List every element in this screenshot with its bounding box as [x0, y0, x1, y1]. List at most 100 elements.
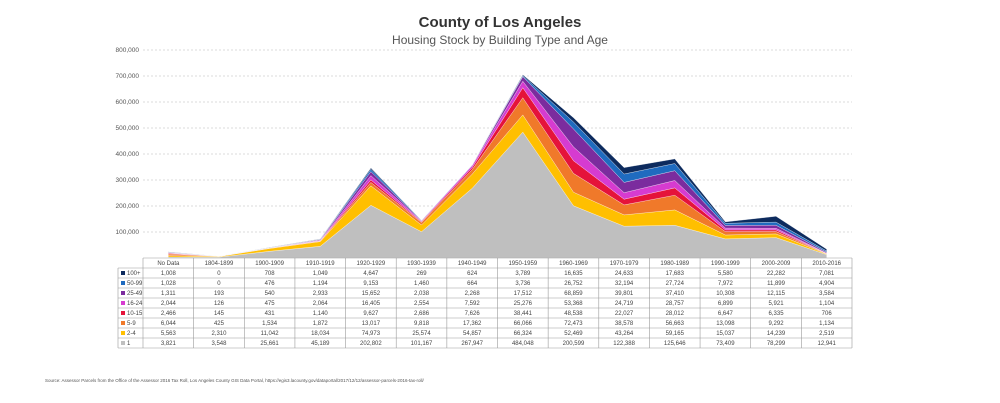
table-cell: 2,686: [414, 311, 430, 317]
table-cell: 664: [467, 281, 478, 287]
legend-swatch: [121, 311, 125, 315]
table-header-cell: 1940-1949: [458, 261, 487, 267]
table-cell: 2,519: [819, 331, 835, 337]
table-cell: 27,724: [666, 281, 685, 287]
legend-swatch: [121, 341, 125, 345]
table-header-cell: 1920-1929: [357, 261, 386, 267]
table-cell: 53,368: [564, 301, 583, 307]
table-cell: 38,578: [615, 321, 634, 327]
table-cell: 200,599: [563, 341, 585, 347]
table-cell: 3,736: [515, 281, 531, 287]
y-tick-label: 100,000: [116, 229, 140, 236]
legend-label: 50-99: [127, 281, 143, 287]
table-cell: 28,757: [666, 301, 685, 307]
table-cell: 2,310: [211, 331, 227, 337]
chart-subtitle: Housing Stock by Building Type and Age: [392, 33, 608, 47]
table-cell: 0: [217, 271, 221, 277]
table-header-cell: 2010-2016: [812, 261, 841, 267]
table-cell: 6,647: [718, 311, 734, 317]
legend-label: 5-9: [127, 321, 136, 327]
table-cell: 540: [265, 291, 276, 297]
table-cell: 1,049: [313, 271, 329, 277]
table-cell: 7,592: [465, 301, 481, 307]
y-tick-label: 200,000: [116, 203, 140, 210]
table-cell: 3,821: [161, 341, 177, 347]
table-cell: 431: [265, 311, 276, 317]
table-cell: 18,034: [311, 331, 330, 337]
table-header-cell: 1970-1979: [610, 261, 639, 267]
table-cell: 54,857: [463, 331, 482, 337]
table-cell: 5,563: [161, 331, 177, 337]
table-cell: 32,194: [615, 281, 634, 287]
table-cell: 6,044: [161, 321, 177, 327]
table-cell: 74,973: [362, 331, 381, 337]
data-table: No Data 1804-1899 1900-1909 1910-1919 1920-1…: [117, 257, 853, 349]
table-cell: 14,239: [767, 331, 786, 337]
table-cell: 476: [265, 281, 276, 287]
table-cell: 126: [214, 301, 225, 307]
table-cell: 3,789: [515, 271, 531, 277]
table-cell: 7,972: [718, 281, 734, 287]
table-header-cell: 1930-1939: [407, 261, 436, 267]
table-cell: 1,140: [313, 311, 329, 317]
chart-title: County of Los Angeles: [418, 14, 582, 31]
table-cell: 16,635: [564, 271, 583, 277]
table-cell: 17,362: [463, 321, 482, 327]
legend-label: 10-15: [127, 311, 143, 317]
legend-label: 1: [127, 341, 131, 347]
table-cell: 122,388: [613, 341, 635, 347]
table-header-cell: 1910-1919: [306, 261, 335, 267]
table-cell: 25,276: [514, 301, 533, 307]
y-tick-label: 700,000: [116, 73, 140, 80]
table-cell: 52,469: [564, 331, 583, 337]
table-cell: 16,405: [362, 301, 381, 307]
table-cell: 1,028: [161, 281, 177, 287]
table-cell: 6,899: [718, 301, 734, 307]
table-cell: 48,538: [564, 311, 583, 317]
y-tick-label: 500,000: [116, 125, 140, 132]
table-cell: 28,012: [666, 311, 685, 317]
table-cell: 708: [265, 271, 276, 277]
legend-label: 16-24: [127, 301, 143, 307]
table-cell: 2,933: [313, 291, 329, 297]
legend-label: 100+: [127, 271, 141, 277]
table-cell: 1,460: [414, 281, 430, 287]
table-cell: 66,066: [514, 321, 533, 327]
table-cell: 2,064: [313, 301, 329, 307]
legend-swatch: [121, 271, 125, 275]
table-cell: 22,282: [767, 271, 786, 277]
table-cell: 9,627: [363, 311, 379, 317]
table-cell: 59,165: [666, 331, 685, 337]
table-cell: 12,941: [817, 341, 836, 347]
table-cell: 6,335: [769, 311, 785, 317]
table-cell: 1,534: [262, 321, 278, 327]
table-cell: 1,134: [819, 321, 835, 327]
table-cell: 15,652: [362, 291, 381, 297]
table-cell: 10,308: [716, 291, 735, 297]
table-cell: 7,626: [465, 311, 481, 317]
y-axis-ticks: 800,000 700,000 600,000 500,000 400,000 300,0…: [116, 47, 140, 236]
table-cell: 2,044: [161, 301, 177, 307]
table-cell: 66,324: [514, 331, 533, 337]
table-cell: 56,663: [666, 321, 685, 327]
table-cell: 15,037: [716, 331, 735, 337]
table-cell: 1,008: [161, 271, 177, 277]
table-cell: 37,410: [666, 291, 685, 297]
table-cell: 3,584: [819, 291, 835, 297]
table-cell: 2,466: [161, 311, 177, 317]
table-cell: 193: [214, 291, 225, 297]
table-header-cell: 1990-1999: [711, 261, 740, 267]
table-cell: 68,859: [564, 291, 583, 297]
table-cell: 17,512: [514, 291, 533, 297]
table-header-cell: 2000-2009: [762, 261, 791, 267]
table-header-cell: 1960-1969: [559, 261, 588, 267]
legend-label: 25-49: [127, 291, 143, 297]
legend-label: 2-4: [127, 331, 136, 337]
legend-swatch: [121, 331, 125, 335]
table-cell: 1,311: [161, 291, 176, 297]
table-cell: 78,299: [767, 341, 786, 347]
table-cell: 5,921: [769, 301, 785, 307]
table-cell: 26,752: [564, 281, 583, 287]
legend-swatch: [121, 301, 125, 305]
